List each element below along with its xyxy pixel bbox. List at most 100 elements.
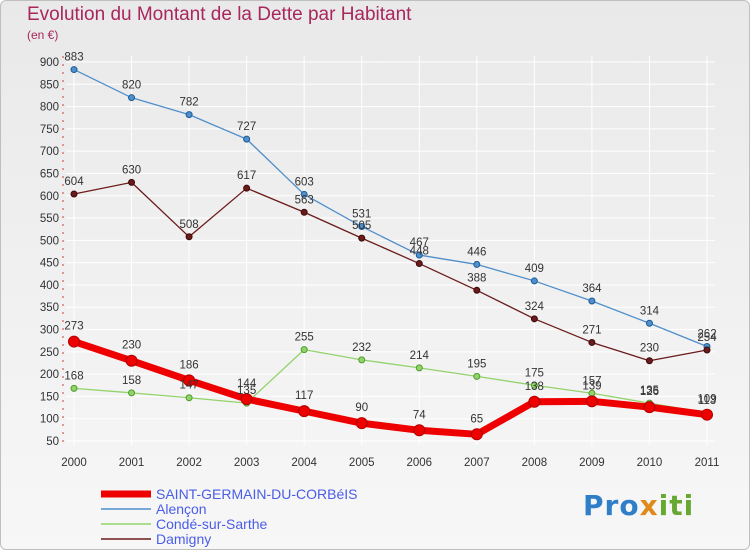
data-point [473,260,481,268]
legend-label: SAINT-GERMAIN-DU-CORBéIS [156,486,357,502]
y-axis: 50 100 150 200 250 300 350 400 450 500 550 600 650 70… [40,56,64,448]
data-label: 117 [295,390,313,402]
y-tick-label: 750 [40,124,59,136]
y-tick-label: 900 [40,57,59,69]
x-tick-label: 2009 [579,457,605,469]
data-point [300,346,308,354]
data-label: 467 [410,237,429,249]
series-line [73,68,708,348]
legend-label: Alençon [156,501,207,517]
data-point [355,417,368,430]
x-tick-label: 2001 [119,457,145,469]
data-label: 262 [697,328,716,340]
data-label: 324 [525,301,545,313]
data-label: 531 [352,209,371,221]
data-label: 147 [179,380,198,392]
data-label: 135 [640,385,659,397]
y-tick-label: 800 [40,102,59,114]
data-point [530,381,538,389]
data-point [473,286,481,294]
data-label: 255 [295,332,314,344]
data-point [70,190,78,198]
data-label-layer: 883 820 782 727 603 531 467 446 409 364 314 262 604 6… [64,52,717,426]
data-point [185,394,193,402]
chart-title: Evolution du Montant de la Dette par Hab… [27,4,412,25]
data-label: 388 [467,272,486,284]
series-line [73,348,708,414]
series-line [70,338,711,438]
data-label: 273 [64,321,83,333]
data-label: 254 [697,332,717,344]
y-tick-label: 450 [40,258,59,270]
data-point [645,319,653,327]
data-label: 364 [582,283,602,295]
data-label: 314 [640,305,660,317]
x-tick-label: 2003 [234,457,260,469]
data-label: 563 [295,194,314,206]
data-label: 727 [237,121,256,133]
data-label: 168 [64,370,83,382]
data-label: 113 [698,395,716,407]
y-tick-label: 700 [40,146,59,158]
data-point [300,190,308,198]
data-point [703,346,711,354]
x-tick-label: 2004 [291,457,317,469]
data-label: 505 [352,220,371,232]
data-label: 138 [525,381,544,393]
data-label: 508 [179,219,198,231]
y-tick-label: 300 [40,325,59,337]
data-label: 65 [470,413,483,425]
data-point [415,251,423,259]
data-label: 175 [525,367,544,379]
data-label: 139 [582,380,601,392]
data-point [70,384,78,392]
data-label: 158 [122,375,141,387]
data-point [183,374,196,387]
data-point [528,395,541,408]
proxiti-logo: Proxiti [583,489,695,522]
data-label: 820 [122,80,141,92]
y-tick-label: 150 [40,391,59,403]
data-point [243,184,251,192]
data-label: 109 [697,394,716,406]
legend: SAINT-GERMAIN-DU-CORBéISAlençonCondé-sur… [101,486,357,547]
data-label: 232 [352,342,371,354]
series-1 [70,66,711,350]
data-label: 157 [582,375,601,387]
y-tick-label: 400 [40,280,59,292]
data-label: 630 [122,164,141,176]
data-point [70,66,78,74]
y-tick-label: 250 [40,347,59,359]
x-tick-label: 2002 [176,457,202,469]
data-label: 135 [237,385,256,397]
series-0 [68,335,713,441]
y-tick-label: 600 [40,191,59,203]
legend-label: Damigny [156,531,211,547]
data-point [240,393,253,406]
data-point [358,356,366,364]
x-tick-label: 2005 [349,457,375,469]
data-point [588,297,596,305]
data-label: 90 [355,402,368,414]
data-label: 603 [295,176,314,188]
y-tick-label: 200 [40,369,59,381]
data-label: 214 [410,350,430,362]
data-point [300,208,308,216]
y-tick-label: 100 [40,414,59,426]
series-3 [70,178,711,365]
x-tick-label: 2006 [406,457,432,469]
data-point [470,428,483,441]
data-label: 126 [640,386,659,398]
x-axis: 2000 2001 2002 2003 2004 2005 2006 2007 2008 2009… [61,457,719,469]
data-point [185,111,193,119]
x-tick-label: 2000 [61,457,87,469]
data-point [530,277,538,285]
data-point [530,315,538,323]
data-label: 186 [179,359,198,371]
data-point [643,401,656,414]
data-point [125,354,138,367]
data-point [128,389,136,397]
data-label: 230 [122,340,141,352]
